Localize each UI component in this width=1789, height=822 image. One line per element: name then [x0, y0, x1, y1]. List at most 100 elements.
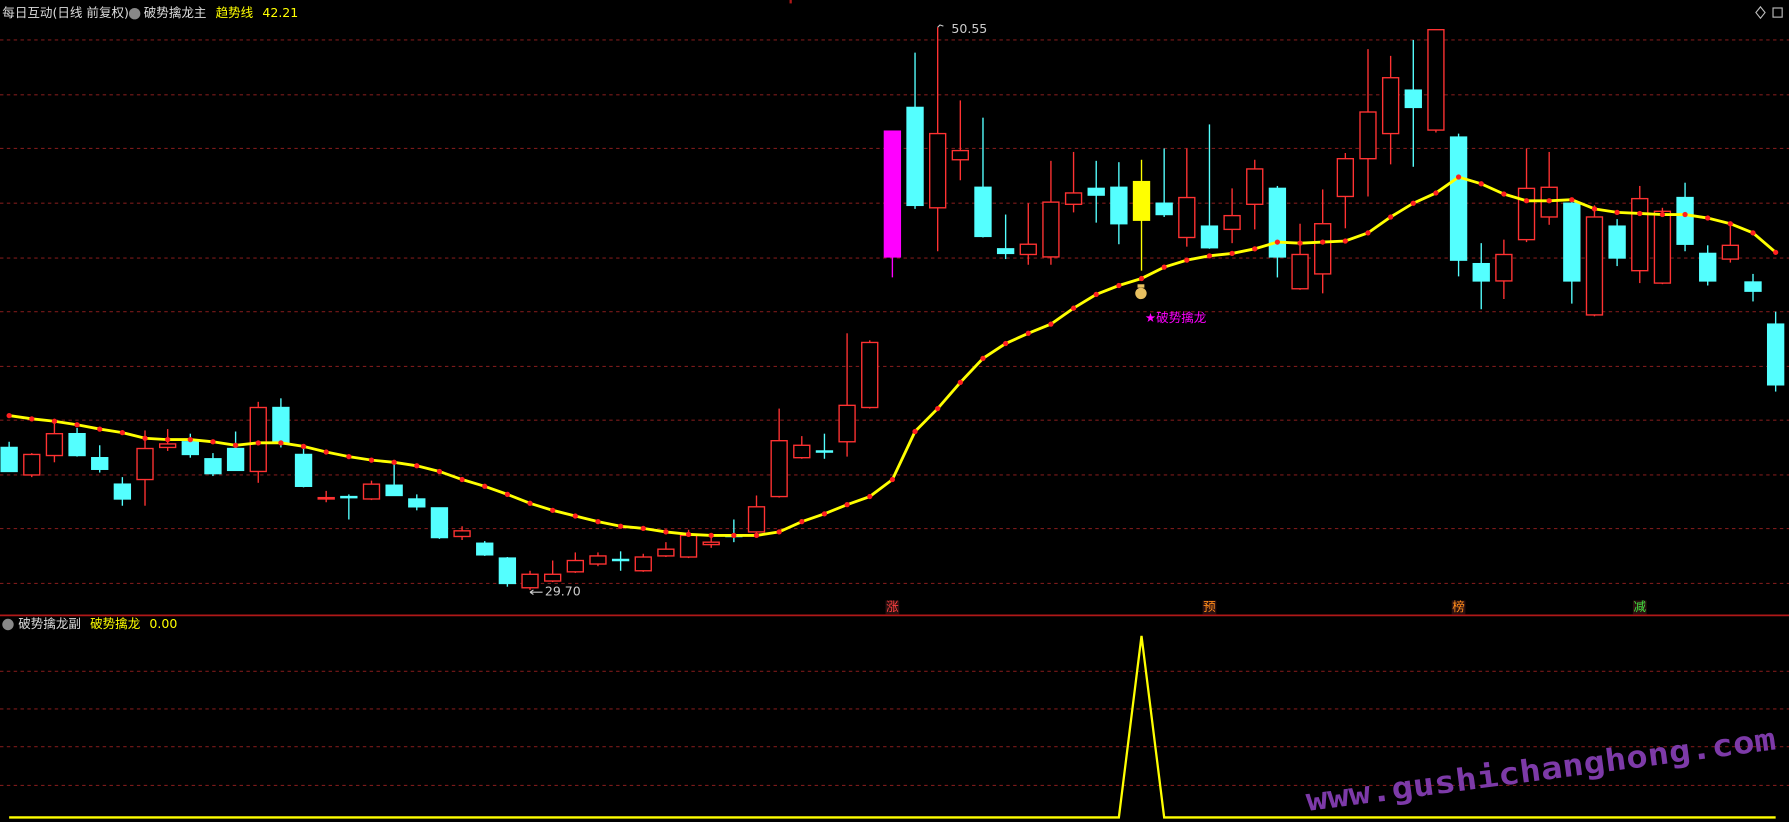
trend-dot	[1342, 238, 1348, 244]
candle-body	[498, 557, 517, 585]
candle-body	[0, 446, 18, 473]
header: 每日互动(日线 前复权) 破势擒龙主 趋势线 42.21 破势擒龙副 破势擒龙 0.00	[2, 5, 298, 631]
candle-body	[1359, 111, 1377, 160]
candle-body	[793, 444, 811, 459]
candle-body	[1268, 187, 1287, 258]
window-controls[interactable]	[1755, 5, 1783, 20]
trend-dot	[482, 483, 488, 489]
trend-dot	[1070, 305, 1077, 311]
candle-body	[996, 248, 1015, 255]
max-arrow	[937, 24, 944, 28]
signal-box	[1451, 600, 1466, 615]
trend-dot	[1138, 275, 1145, 282]
trend-dot	[980, 355, 986, 362]
candle-body	[1246, 168, 1264, 205]
candle-body	[1404, 89, 1422, 109]
trend-dot	[617, 523, 624, 529]
candle-body	[815, 450, 834, 453]
trend-dot	[1184, 257, 1190, 263]
diamond-button[interactable]	[1755, 5, 1766, 20]
trend-dot	[346, 453, 352, 460]
trend-dot	[187, 436, 193, 443]
trend-dot	[753, 532, 760, 539]
candle-body	[1064, 192, 1083, 205]
candle-body	[362, 483, 381, 500]
candle-body	[226, 447, 245, 472]
candle-body	[23, 453, 41, 476]
candle-body	[68, 432, 86, 457]
trend-dot	[1161, 264, 1167, 270]
trend-dot	[391, 459, 397, 465]
trend-dot	[1274, 239, 1281, 245]
candle-body	[1699, 252, 1717, 282]
candle-body	[679, 534, 698, 558]
trend-dot	[1003, 340, 1009, 347]
trend-dot	[300, 443, 307, 449]
trend-dot	[844, 502, 850, 508]
trend-dot	[957, 379, 963, 386]
trend-dot	[1388, 214, 1394, 220]
candle-body	[294, 453, 313, 487]
trend-dot	[97, 426, 103, 432]
trend-dot	[232, 442, 239, 448]
trend-dot	[1591, 206, 1598, 212]
candle-body	[1314, 223, 1332, 275]
candle-body	[906, 106, 924, 207]
window-button[interactable]	[1772, 7, 1783, 18]
trend-dot	[1297, 240, 1303, 246]
candle-body	[181, 441, 199, 456]
trend-dot	[1252, 246, 1258, 252]
trend-dot	[142, 435, 148, 441]
trend-dot	[1093, 291, 1099, 298]
trend-dot	[1025, 330, 1031, 336]
indicator-title: 破势擒龙副	[18, 616, 81, 631]
legend-value: 42.21	[262, 5, 298, 20]
candle-body	[521, 573, 539, 589]
trend-dot	[1637, 210, 1643, 217]
trend-dot	[1478, 181, 1484, 187]
trend-dot	[867, 493, 873, 500]
candle-body	[861, 341, 879, 409]
candle-body	[408, 498, 426, 508]
collapse-icon[interactable]	[128, 7, 141, 20]
trend-dot	[255, 440, 261, 446]
candle-body	[838, 404, 856, 443]
legend-name: 破势擒龙	[90, 616, 141, 631]
collapse-icon[interactable]	[2, 618, 14, 631]
candle-body	[91, 457, 109, 470]
indicator-line	[9, 635, 1776, 819]
trend-dot	[51, 418, 58, 424]
candle-body	[929, 132, 947, 209]
trend-dot	[1433, 190, 1439, 196]
symbol-title: 每日互动(日线 前复权)	[2, 5, 129, 20]
trend-dot	[1659, 211, 1666, 218]
signal-label: 预	[1203, 599, 1216, 614]
candle-body	[1381, 77, 1400, 135]
candle-body	[566, 559, 584, 573]
trend-dot	[1365, 230, 1371, 236]
candle-body	[1585, 216, 1604, 316]
trend-dot	[799, 519, 805, 525]
candle-body	[747, 506, 766, 533]
candle-body	[974, 186, 992, 238]
signal-label: 榜	[1452, 599, 1465, 614]
candle-body	[634, 556, 652, 572]
candle-body	[770, 440, 788, 498]
trend-dot	[708, 532, 714, 539]
candle-body	[1631, 197, 1649, 272]
trend-dot	[119, 429, 125, 436]
legend-name: 趋势线	[216, 5, 254, 20]
candle-body	[1178, 196, 1196, 239]
trend-dot	[278, 440, 284, 446]
money-bag-icon	[1135, 284, 1147, 300]
trend-dot	[1229, 250, 1235, 257]
candle-body	[1744, 281, 1762, 292]
candle-body	[1291, 253, 1309, 290]
trend-dot	[550, 507, 556, 513]
trend-dot	[1048, 321, 1054, 327]
trend-dot	[1523, 198, 1530, 204]
trend-dot	[821, 511, 828, 517]
